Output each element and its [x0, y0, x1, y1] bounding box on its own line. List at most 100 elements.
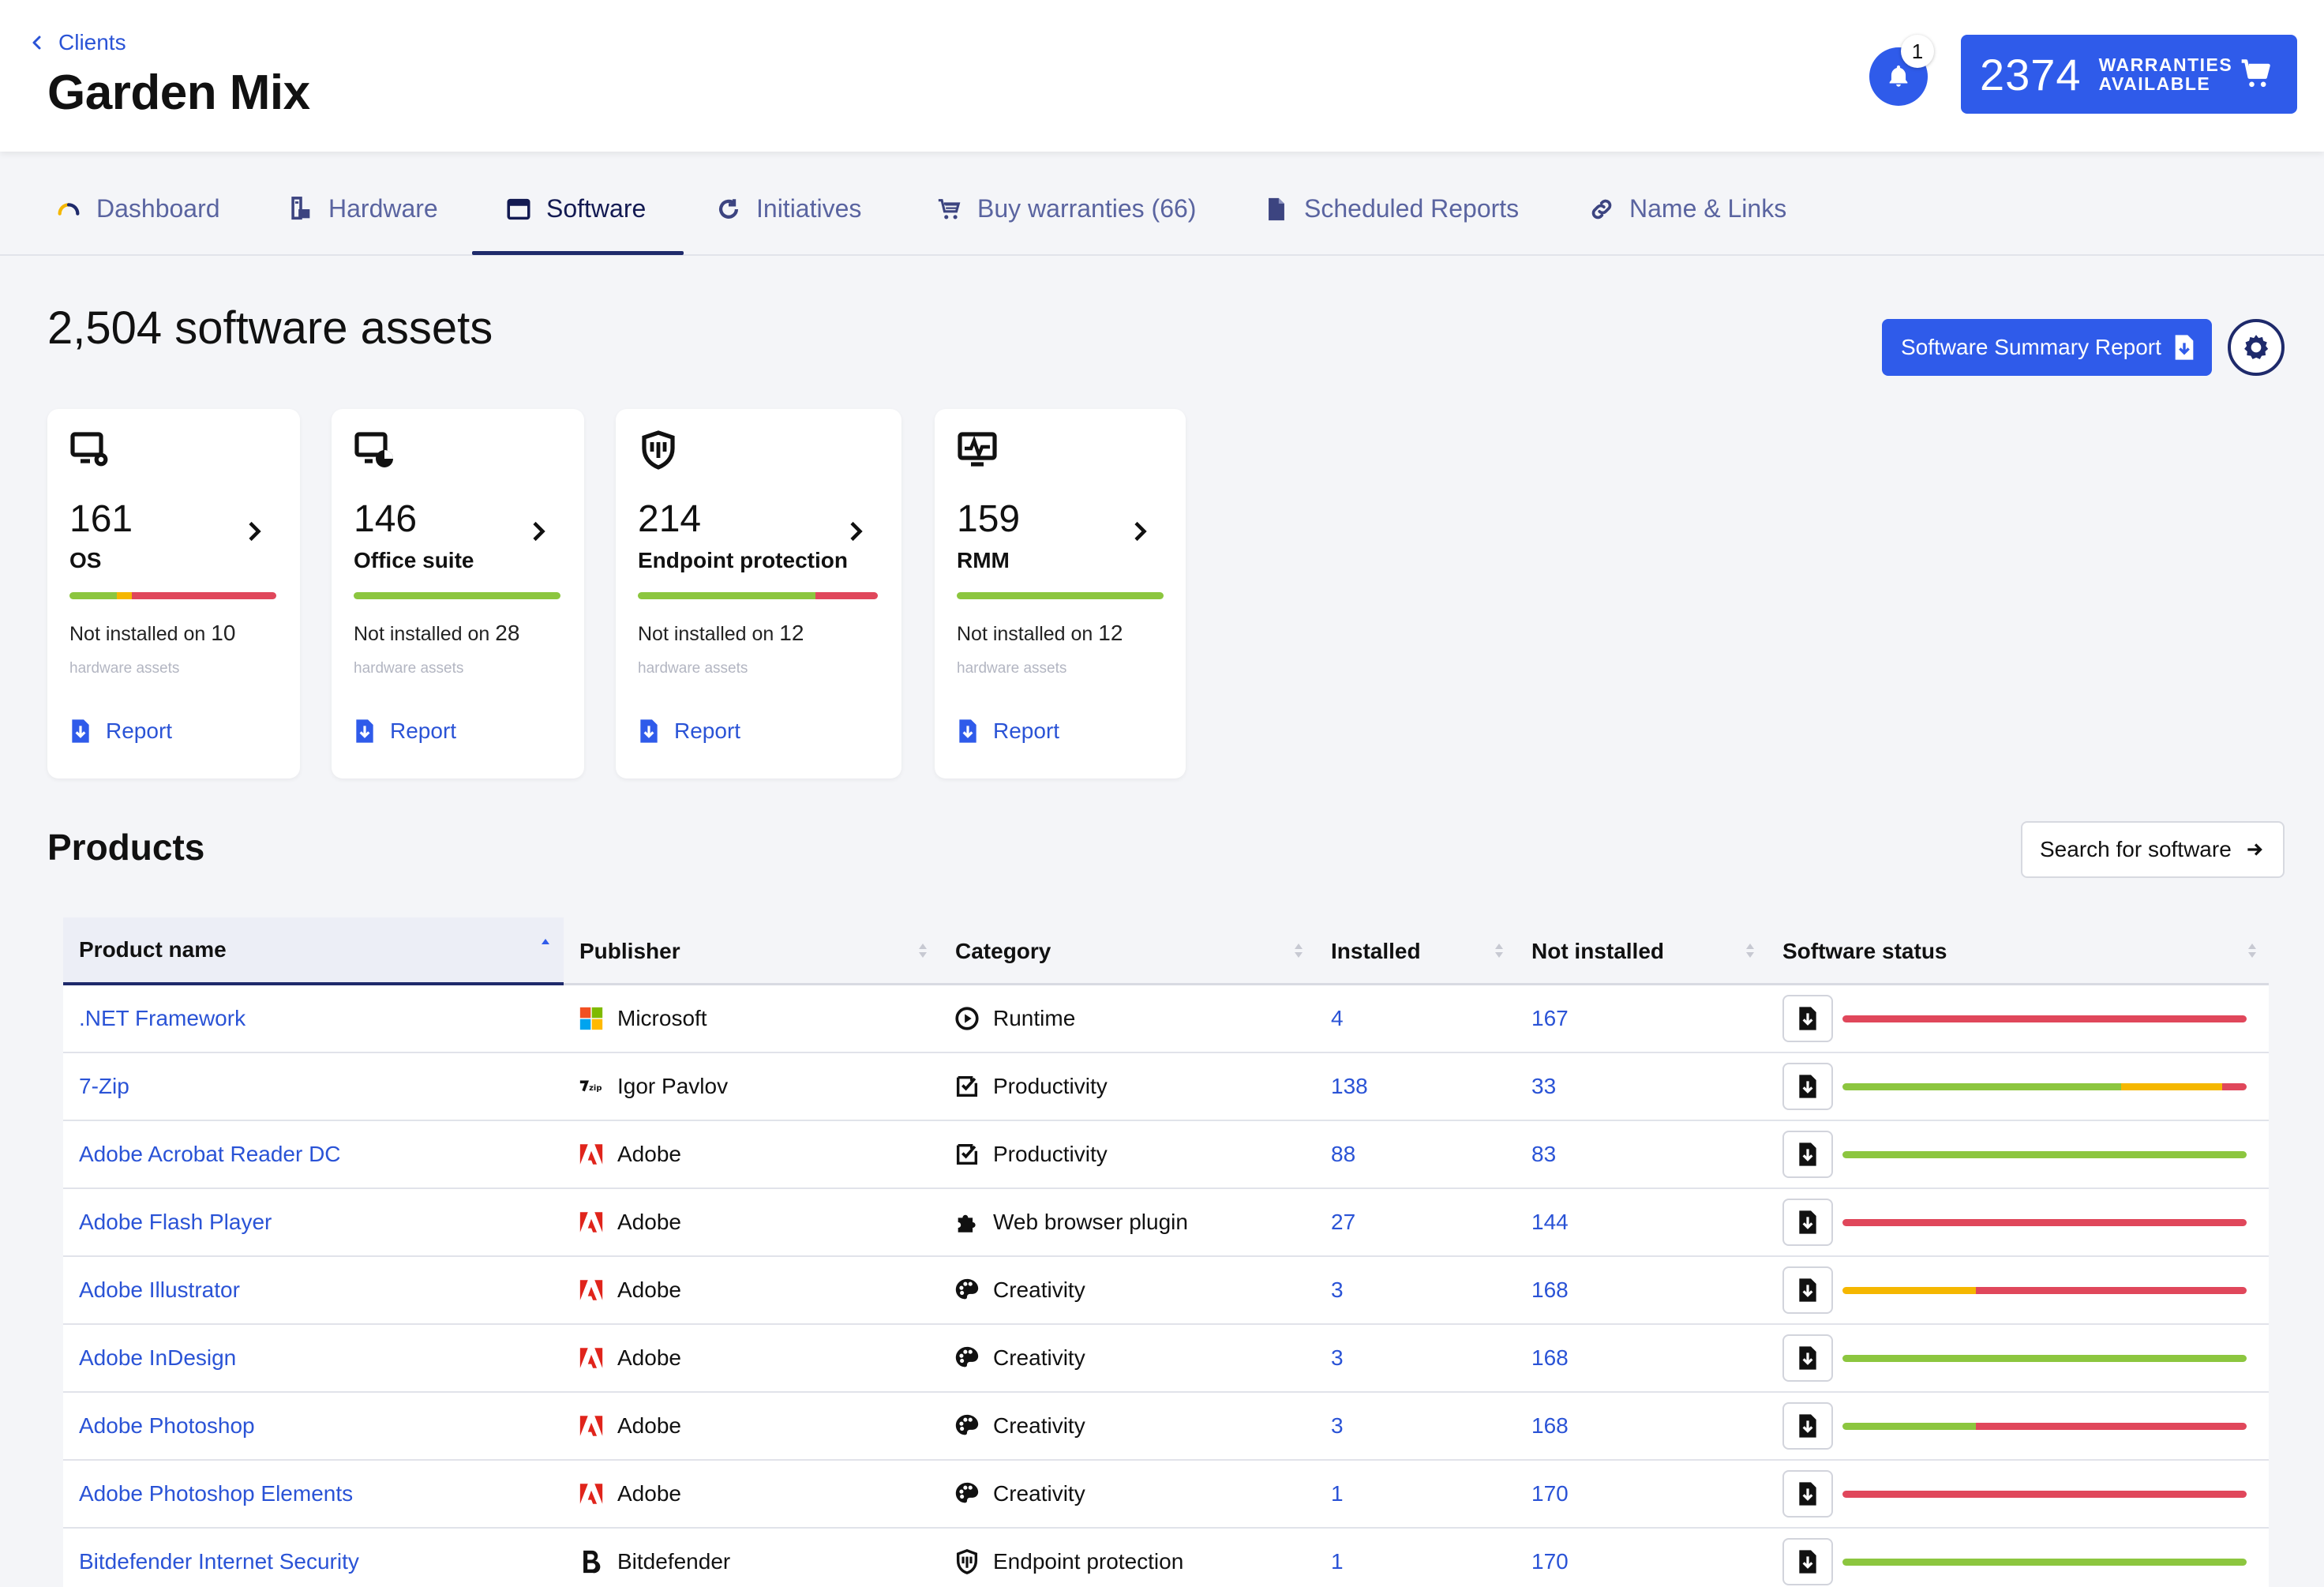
card-subtext: hardware assets: [69, 660, 180, 677]
download-report-button[interactable]: [1782, 1266, 1833, 1314]
column-header-software-status[interactable]: Software status: [1767, 917, 2269, 985]
publisher-cell: Adobe: [578, 1257, 681, 1323]
adobe-logo-icon: [579, 1212, 603, 1232]
cart-icon: [938, 198, 961, 219]
installed-count: 138: [1331, 1074, 1368, 1098]
category-card-rmm[interactable]: 159 RMM Not installed on 12 hardware ass…: [935, 409, 1186, 778]
not-installed-count-link[interactable]: 144: [1531, 1189, 1569, 1255]
back-to-clients-link[interactable]: Clients: [30, 30, 126, 55]
not-installed-count-link[interactable]: 170: [1531, 1461, 1569, 1527]
product-name-link[interactable]: Adobe Photoshop Elements: [79, 1461, 353, 1527]
card-report-link[interactable]: Report: [69, 718, 172, 744]
software-status-bar: [1842, 1355, 2247, 1362]
status-segment: [1842, 1491, 2247, 1498]
column-header-not-installed[interactable]: Not installed: [1516, 917, 1767, 985]
tab-hardware[interactable]: Hardware: [287, 194, 438, 223]
file-download-icon: [959, 719, 976, 743]
palette-icon: [955, 1278, 979, 1300]
column-header-category[interactable]: Category: [939, 917, 1315, 985]
chevron-left-icon: [32, 36, 41, 50]
tab-label: Name & Links: [1629, 194, 1787, 223]
product-name: Adobe InDesign: [79, 1345, 237, 1370]
file-download-icon: [1799, 1482, 1816, 1506]
product-name-link[interactable]: Adobe Illustrator: [79, 1257, 240, 1323]
download-report-button[interactable]: [1782, 1402, 1833, 1450]
card-report-link[interactable]: Report: [957, 718, 1059, 744]
warranties-available-button[interactable]: 2374 WARRANTIES AVAILABLE: [1961, 35, 2297, 114]
tab-scheduled-reports[interactable]: Scheduled Reports: [1263, 194, 1519, 223]
installed-count-link[interactable]: 138: [1331, 1053, 1368, 1120]
installed-count-link[interactable]: 27: [1331, 1189, 1355, 1255]
warranty-label-line-2: AVAILABLE: [2098, 73, 2211, 94]
category-cell: Creativity: [954, 1393, 1085, 1459]
status-segment: [1975, 1423, 2247, 1430]
installed-count-link[interactable]: 1: [1331, 1461, 1344, 1527]
category-cell: Creativity: [954, 1325, 1085, 1391]
product-name-link[interactable]: Adobe InDesign: [79, 1325, 236, 1391]
warranty-label: WARRANTIES AVAILABLE: [2099, 55, 2233, 93]
column-header-publisher[interactable]: Publisher: [564, 917, 939, 985]
product-name-link[interactable]: Adobe Photoshop: [79, 1393, 255, 1459]
product-name-link[interactable]: .NET Framework: [79, 985, 246, 1052]
file-download-icon: [1799, 1007, 1816, 1030]
settings-button[interactable]: [2228, 319, 2285, 376]
download-report-button[interactable]: [1782, 1063, 1833, 1110]
not-installed-count-link[interactable]: 33: [1531, 1053, 1556, 1120]
column-header-product-name[interactable]: Product name: [63, 917, 564, 985]
installed-count-link[interactable]: 3: [1331, 1325, 1344, 1391]
installed-count: 3: [1331, 1277, 1344, 1302]
chevron-right-icon: [533, 521, 545, 542]
download-report-button[interactable]: [1782, 1334, 1833, 1382]
puzzle-icon: [958, 1214, 976, 1232]
not-installed-count-link[interactable]: 83: [1531, 1121, 1556, 1187]
card-report-link[interactable]: Report: [638, 718, 740, 744]
not-installed-count-link[interactable]: 168: [1531, 1393, 1569, 1459]
product-name-link[interactable]: 7-Zip: [79, 1053, 129, 1120]
not-installed-count-link[interactable]: 168: [1531, 1257, 1569, 1323]
category-card-office-suite[interactable]: 146 Office suite Not installed on 28 har…: [332, 409, 584, 778]
not-installed-count: 168: [1531, 1345, 1569, 1370]
category-name: Creativity: [993, 1277, 1085, 1302]
installed-count-link[interactable]: 3: [1331, 1393, 1344, 1459]
installed-count-link[interactable]: 3: [1331, 1257, 1344, 1323]
installed-count-link[interactable]: 88: [1331, 1121, 1355, 1187]
not-installed-count-link[interactable]: 167: [1531, 985, 1569, 1052]
tab-buy-warranties[interactable]: Buy warranties (66): [936, 194, 1196, 223]
category-cell: Endpoint protection: [954, 1529, 1183, 1587]
download-report-button[interactable]: [1782, 1538, 1833, 1585]
column-header-installed[interactable]: Installed: [1315, 917, 1516, 985]
search-for-software-button[interactable]: Search for software: [2021, 821, 2285, 878]
installed-count-link[interactable]: 1: [1331, 1529, 1344, 1587]
not-installed-count-link[interactable]: 168: [1531, 1325, 1569, 1391]
download-report-button[interactable]: [1782, 1470, 1833, 1518]
card-status-bar: [957, 592, 1164, 599]
notification-count-badge: 1: [1901, 35, 1934, 68]
download-report-button[interactable]: [1782, 1199, 1833, 1246]
installed-count: 3: [1331, 1345, 1344, 1370]
status-segment: [354, 592, 560, 599]
installed-count-link[interactable]: 4: [1331, 985, 1344, 1052]
category-name: Creativity: [993, 1481, 1085, 1506]
download-report-button[interactable]: [1782, 995, 1833, 1042]
category-card-os[interactable]: 161 OS Not installed on 10 hardware asse…: [47, 409, 300, 778]
tab-software[interactable]: Software: [505, 194, 646, 223]
download-report-button[interactable]: [1782, 1131, 1833, 1178]
tab-name-links[interactable]: Name & Links: [1588, 194, 1786, 223]
tab-dashboard[interactable]: Dashboard: [55, 194, 220, 223]
file-download-icon: [2175, 335, 2194, 360]
category-card-endpoint-protection[interactable]: 214 Endpoint protection Not installed on…: [616, 409, 901, 778]
tab-initiatives[interactable]: Initiatives: [715, 194, 861, 223]
sort-icon: [919, 944, 927, 958]
product-name-link[interactable]: Adobe Acrobat Reader DC: [79, 1121, 341, 1187]
not-installed-text: Not installed on 28: [354, 621, 519, 646]
category-name: Creativity: [993, 1345, 1085, 1370]
publisher-cell: zip Igor Pavlov: [578, 1053, 728, 1120]
not-installed-count-link[interactable]: 170: [1531, 1529, 1569, 1587]
product-name-link[interactable]: Adobe Flash Player: [79, 1189, 272, 1255]
software-status-bar: [1842, 1015, 2247, 1022]
status-segment: [117, 592, 132, 599]
card-report-link[interactable]: Report: [354, 718, 456, 744]
software-summary-report-button[interactable]: Software Summary Report: [1882, 319, 2212, 376]
product-name-link[interactable]: Bitdefender Internet Security: [79, 1529, 359, 1587]
palette-icon: [955, 1414, 979, 1435]
